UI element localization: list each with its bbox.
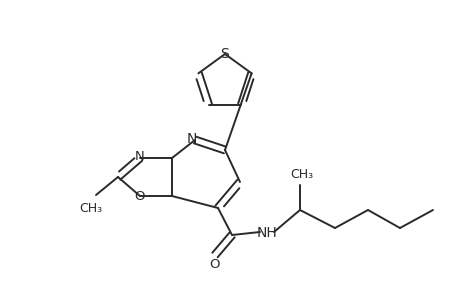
Text: NH: NH	[256, 226, 277, 240]
Text: N: N	[186, 132, 197, 146]
Text: O: O	[134, 190, 145, 203]
Text: S: S	[220, 47, 229, 61]
Text: CH₃: CH₃	[290, 169, 313, 182]
Text: CH₃: CH₃	[79, 202, 102, 215]
Text: O: O	[209, 259, 220, 272]
Text: N: N	[135, 151, 145, 164]
